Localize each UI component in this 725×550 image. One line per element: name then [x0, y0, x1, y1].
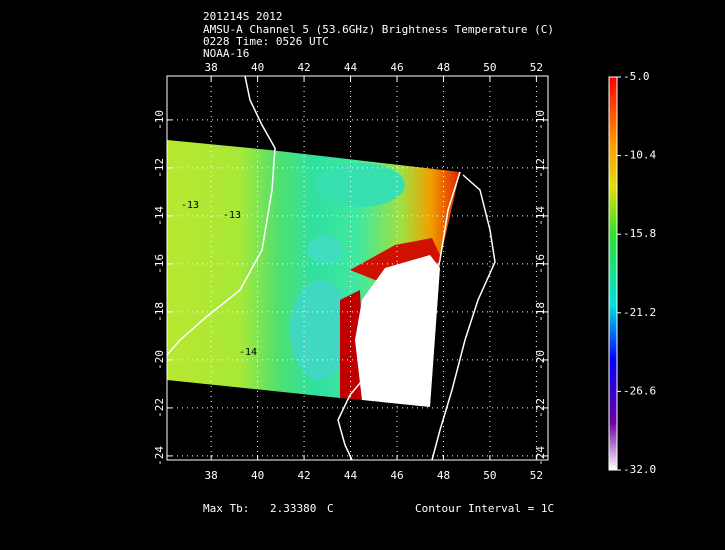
y-tick-label: -18: [153, 302, 166, 322]
x-tick-label: 50: [483, 61, 496, 74]
y-tick-label: -20: [534, 350, 547, 370]
x-tick-label: 38: [205, 61, 218, 74]
swath: [167, 140, 460, 407]
x-tick-label: 38: [205, 469, 218, 482]
contour-interval: Contour Interval = 1C: [415, 502, 554, 515]
colorbar-tick-label: -5.0: [623, 70, 650, 83]
title-line: 0228 Time: 0526 UTC: [203, 35, 329, 48]
title-line: NOAA-16: [203, 47, 249, 60]
x-tick-label: 42: [297, 61, 310, 74]
max-unit: C: [327, 502, 334, 515]
contour-label: -14: [239, 347, 257, 358]
y-tick-label: -10: [153, 110, 166, 130]
x-tick-label: 52: [530, 469, 543, 482]
swath-patch: [307, 236, 343, 264]
x-tick-label: 52: [530, 61, 543, 74]
colorbar-tick-label: -10.4: [623, 149, 656, 162]
contour-label: -13: [181, 200, 199, 211]
y-tick-label: -14: [534, 206, 547, 226]
y-tick-label: -24: [534, 446, 547, 466]
axes: [166, 75, 549, 461]
max-label: Max Tb:: [203, 502, 249, 515]
x-tick-label: 44: [344, 61, 358, 74]
swath-patch: [315, 163, 405, 207]
plot-frame: [166, 75, 549, 461]
title-line: 201214S 2012: [203, 10, 282, 23]
y-tick-label: -20: [153, 350, 166, 370]
footer: Max Tb: 2.33380 C Contour Interval = 1C: [203, 502, 554, 515]
y-tick-label: -12: [153, 158, 166, 178]
colorbar-tick-label: -26.6: [623, 384, 656, 397]
swath-hot: [340, 290, 365, 400]
contour-label: -13: [223, 210, 241, 221]
y-tick-label: -22: [534, 398, 547, 418]
land-mask: [355, 255, 440, 407]
max-value: 2.33380: [270, 502, 316, 515]
coastline: [337, 171, 461, 461]
y-tick-label: -16: [534, 254, 547, 274]
y-tick-label: -14: [153, 206, 166, 226]
x-tick-label: 42: [297, 469, 310, 482]
y-tick-label: -18: [534, 302, 547, 322]
colorbar: [608, 76, 618, 471]
title-line: AMSU-A Channel 5 (53.6GHz) Brightness Te…: [203, 23, 554, 36]
y-tick-label: -22: [153, 398, 166, 418]
coastline: [166, 75, 276, 356]
x-tick-label: 48: [437, 469, 450, 482]
y-tick-label: -10: [534, 110, 547, 130]
x-tick-label: 40: [251, 469, 264, 482]
colorbar-tick-label: -21.2: [623, 306, 656, 319]
coastlines: [166, 75, 496, 461]
x-tick-label: 50: [483, 469, 496, 482]
x-tick-label: 46: [390, 469, 403, 482]
y-tick-label: -16: [153, 254, 166, 274]
x-tick-label: 40: [251, 61, 264, 74]
x-tick-label: 46: [390, 61, 403, 74]
titles: 201214S 2012 AMSU-A Channel 5 (53.6GHz) …: [203, 10, 554, 60]
y-tick-label: -24: [153, 446, 166, 466]
swath-patch: [290, 280, 350, 380]
colorbar-tick-label: -32.0: [623, 463, 656, 476]
y-tick-label: -12: [534, 158, 547, 178]
coastline: [431, 174, 496, 461]
x-tick-label: 44: [344, 469, 358, 482]
x-tick-label: 48: [437, 61, 450, 74]
colorbar-tick-label: -15.8: [623, 227, 656, 240]
